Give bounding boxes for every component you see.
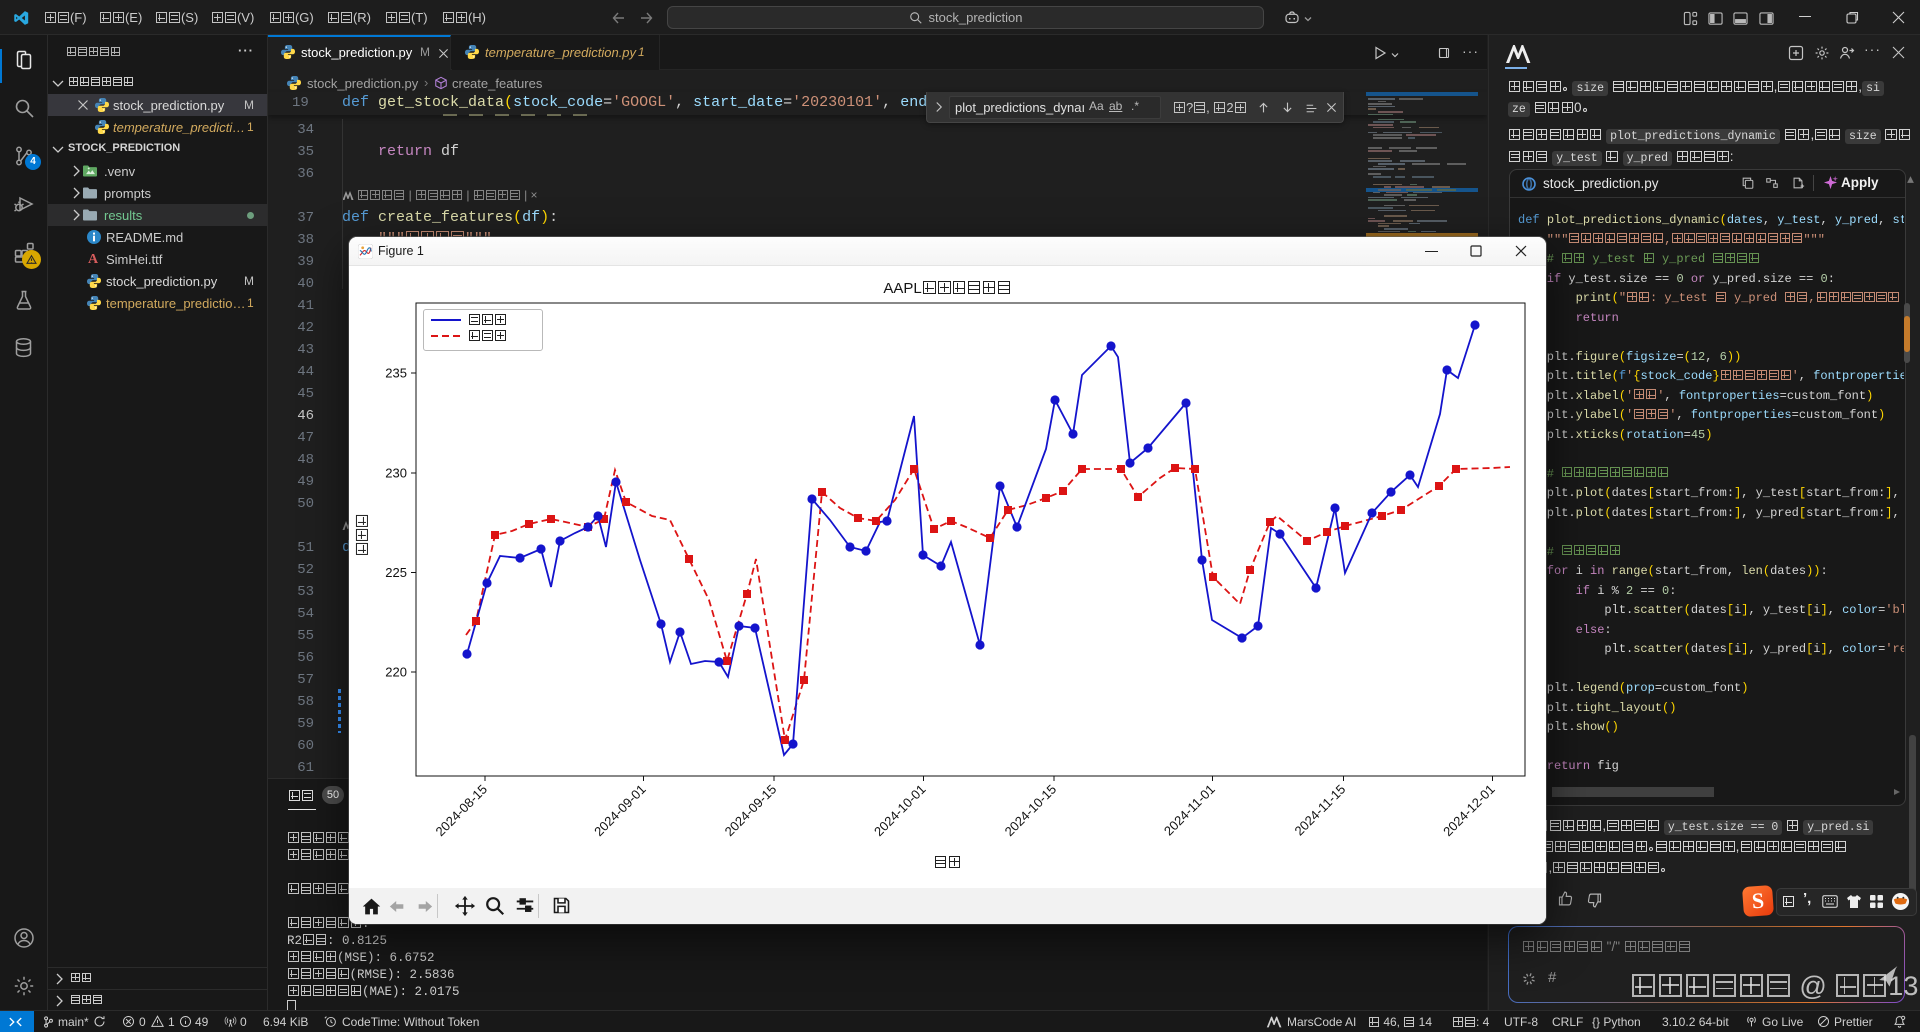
svg-text:235: 235 [385,366,407,381]
svg-text:2024-10-15: 2024-10-15 [1002,782,1060,840]
svg-text:2024-08-15: 2024-08-15 [432,782,490,840]
svg-text:2024-10-01: 2024-10-01 [871,782,929,840]
svg-text:2024-09-15: 2024-09-15 [722,782,780,840]
svg-text:225: 225 [385,565,407,580]
svg-text:230: 230 [385,466,407,481]
svg-text:2024-11-01: 2024-11-01 [1161,782,1218,839]
svg-text:2024-11-15: 2024-11-15 [1291,782,1348,839]
svg-text:220: 220 [385,665,407,680]
svg-text:2024-12-01: 2024-12-01 [1440,782,1498,840]
svg-text:2024-09-01: 2024-09-01 [591,782,649,840]
